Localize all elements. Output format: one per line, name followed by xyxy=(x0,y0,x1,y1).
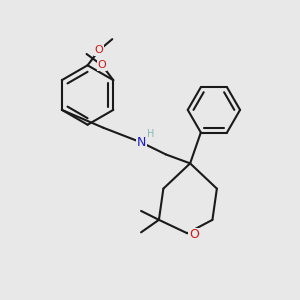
Text: O: O xyxy=(98,60,106,70)
Text: O: O xyxy=(189,228,199,241)
Text: O: O xyxy=(94,45,103,56)
Text: N: N xyxy=(137,136,146,149)
Text: O: O xyxy=(98,60,106,70)
Text: H: H xyxy=(147,129,154,139)
Text: O: O xyxy=(94,45,103,56)
Text: N: N xyxy=(137,136,146,149)
Text: H: H xyxy=(147,129,154,139)
Text: O: O xyxy=(189,228,199,241)
